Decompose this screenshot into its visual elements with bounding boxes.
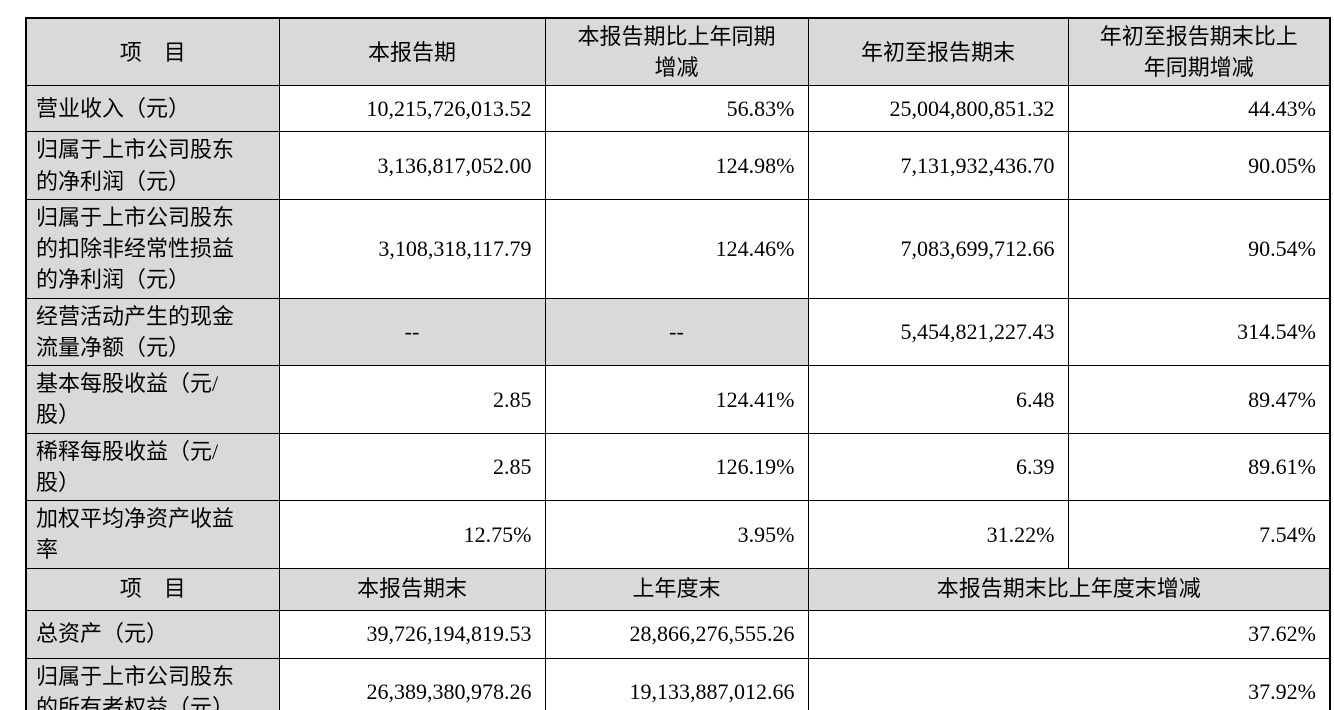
- header-current-period-yoy: 本报告期比上年同期 增减: [544, 17, 809, 87]
- cell-current: 12.75%: [278, 500, 546, 569]
- header-prev-year-end: 上年度末: [544, 567, 809, 611]
- table-row-revenue: 营业收入（元） 10,215,726,013.52 56.83% 25,004,…: [25, 85, 1331, 133]
- header-item: 项 目: [25, 17, 280, 87]
- cell-change: 37.92%: [807, 657, 1331, 710]
- header-current-period: 本报告期: [278, 17, 546, 87]
- cell-current: 10,215,726,013.52: [278, 85, 546, 133]
- cell-ytd-yoy: 90.05%: [1067, 131, 1331, 200]
- cell-yoy: 124.98%: [544, 131, 809, 200]
- cell-ytd-yoy: 90.54%: [1067, 198, 1331, 299]
- cell-ytd-yoy: 314.54%: [1067, 297, 1331, 367]
- row-label: 归属于上市公司股东 的扣除非经常性损益 的净利润（元）: [25, 198, 280, 299]
- row-label: 归属于上市公司股东 的所有者权益（元）: [25, 657, 280, 710]
- header-item-2: 项 目: [25, 567, 280, 611]
- row-label: 加权平均净资产收益 率: [25, 500, 280, 569]
- cell-period-end: 39,726,194,819.53: [278, 609, 546, 659]
- cell-ytd: 7,083,699,712.66: [807, 198, 1069, 299]
- cell-yoy: 124.41%: [544, 365, 809, 434]
- row-label: 稀释每股收益（元/ 股）: [25, 432, 280, 502]
- cell-ytd-yoy: 7.54%: [1067, 500, 1331, 569]
- cell-yoy: 3.95%: [544, 500, 809, 569]
- cell-ytd-yoy: 89.61%: [1067, 432, 1331, 502]
- cell-ytd: 25,004,800,851.32: [807, 85, 1069, 133]
- row-label: 基本每股收益（元/ 股）: [25, 365, 280, 434]
- table-row-deducted-net-profit: 归属于上市公司股东 的扣除非经常性损益 的净利润（元） 3,108,318,11…: [25, 198, 1331, 299]
- table-row-net-profit: 归属于上市公司股东 的净利润（元） 3,136,817,052.00 124.9…: [25, 131, 1331, 200]
- cell-ytd: 6.48: [807, 365, 1069, 434]
- table-row-basic-eps: 基本每股收益（元/ 股） 2.85 124.41% 6.48 89.47%: [25, 365, 1331, 434]
- quarter-header-row: 项 目 本报告期 本报告期比上年同期 增减 年初至报告期末 年初至报告期末比上 …: [25, 17, 1331, 87]
- header-period-end-change: 本报告期末比上年度末增减: [807, 567, 1331, 611]
- header-period-end: 本报告期末: [278, 567, 546, 611]
- cell-current: 3,136,817,052.00: [278, 131, 546, 200]
- cell-yoy: 56.83%: [544, 85, 809, 133]
- cell-prev-year-end: 19,133,887,012.66: [544, 657, 809, 710]
- cell-current-na: --: [278, 297, 546, 367]
- cell-yoy: 126.19%: [544, 432, 809, 502]
- row-label: 经营活动产生的现金 流量净额（元）: [25, 297, 280, 367]
- cell-period-end: 26,389,380,978.26: [278, 657, 546, 710]
- row-label: 总资产（元）: [25, 609, 280, 659]
- header-ytd-yoy: 年初至报告期末比上 年同期增减: [1067, 17, 1331, 87]
- row-label: 归属于上市公司股东 的净利润（元）: [25, 131, 280, 200]
- financial-summary-table: 项 目 本报告期 本报告期比上年同期 增减 年初至报告期末 年初至报告期末比上 …: [25, 17, 1331, 710]
- cell-ytd: 6.39: [807, 432, 1069, 502]
- cell-ytd: 5,454,821,227.43: [807, 297, 1069, 367]
- cell-yoy-na: --: [544, 297, 809, 367]
- cell-current: 2.85: [278, 365, 546, 434]
- cell-current: 2.85: [278, 432, 546, 502]
- table-row-diluted-eps: 稀释每股收益（元/ 股） 2.85 126.19% 6.39 89.61%: [25, 432, 1331, 502]
- cell-prev-year-end: 28,866,276,555.26: [544, 609, 809, 659]
- row-label: 营业收入（元）: [25, 85, 280, 133]
- table-row-owners-equity: 归属于上市公司股东 的所有者权益（元） 26,389,380,978.26 19…: [25, 657, 1331, 710]
- table-row-total-assets: 总资产（元） 39,726,194,819.53 28,866,276,555.…: [25, 609, 1331, 659]
- header-ytd: 年初至报告期末: [807, 17, 1069, 87]
- cell-change: 37.62%: [807, 609, 1331, 659]
- table-row-operating-cash-flow: 经营活动产生的现金 流量净额（元） -- -- 5,454,821,227.43…: [25, 297, 1331, 367]
- period-end-header-row: 项 目 本报告期末 上年度末 本报告期末比上年度末增减: [25, 567, 1331, 611]
- cell-ytd-yoy: 44.43%: [1067, 85, 1331, 133]
- cell-current: 3,108,318,117.79: [278, 198, 546, 299]
- cell-yoy: 124.46%: [544, 198, 809, 299]
- table-row-weighted-roe: 加权平均净资产收益 率 12.75% 3.95% 31.22% 7.54%: [25, 500, 1331, 569]
- cell-ytd: 7,131,932,436.70: [807, 131, 1069, 200]
- cell-ytd-yoy: 89.47%: [1067, 365, 1331, 434]
- cell-ytd: 31.22%: [807, 500, 1069, 569]
